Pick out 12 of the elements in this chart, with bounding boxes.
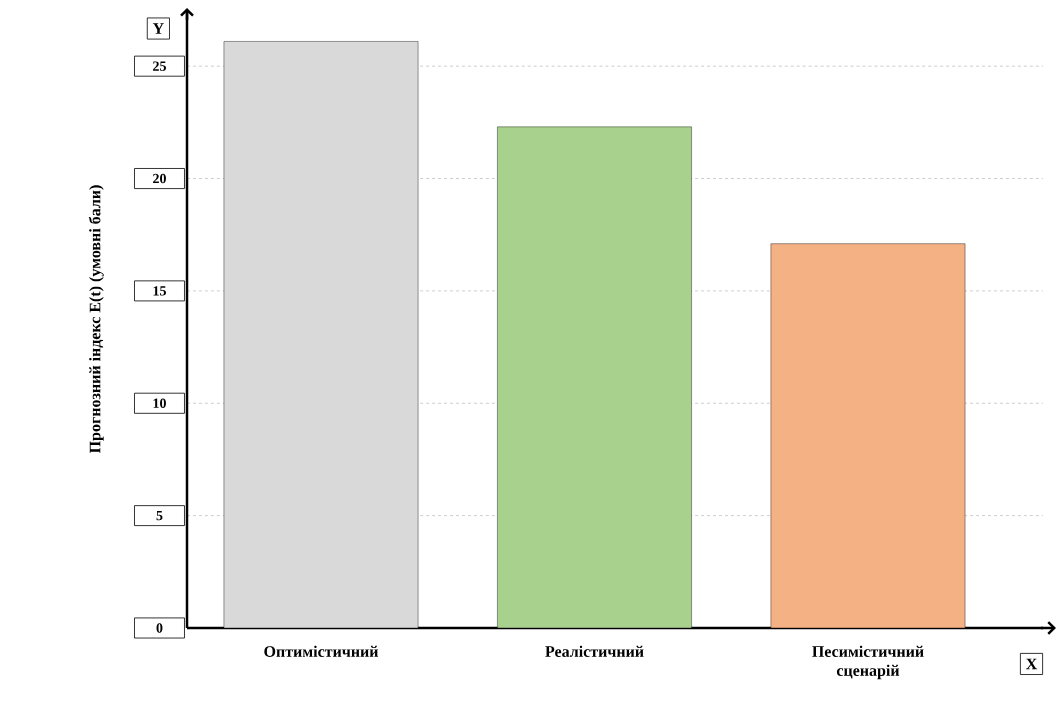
y-tick-label: 15	[153, 286, 166, 296]
y-tick-label: 20	[153, 173, 166, 184]
x-tick-label: Песимістичний сценарій	[812, 645, 924, 680]
x-axis-title: X	[1026, 658, 1038, 670]
y-tick-label: 25	[153, 61, 166, 71]
y-tick-label: 5	[156, 510, 163, 521]
x-tick-label: Оптимістичний	[264, 645, 379, 657]
x-tick-label: Реалістичний	[545, 645, 644, 657]
y-axis-title: Прогнозний індекс E(t) (умовні бали)	[88, 185, 104, 454]
y-tick-label: 10	[153, 398, 166, 408]
text: Y	[152, 23, 164, 34]
y-tick-label: 0	[156, 623, 163, 633]
